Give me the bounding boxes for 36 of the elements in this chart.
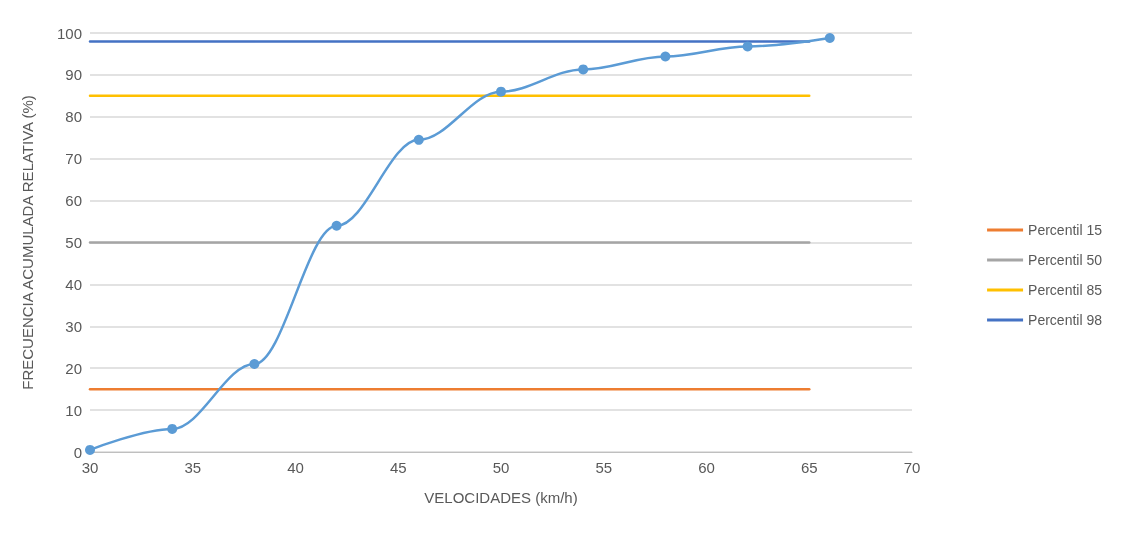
point — [742, 41, 753, 52]
point — [496, 86, 506, 97]
point — [578, 64, 589, 75]
y-tick-label: 80 — [65, 108, 82, 126]
point — [167, 423, 178, 434]
y-tick-label: 30 — [65, 317, 82, 335]
x-tick-label: 65 — [800, 459, 818, 476]
y-tick-label: 0 — [73, 443, 82, 461]
y-axis-title: FRECUENCIA ACUMULADA RELATIVA (%) — [19, 95, 36, 390]
y-tick-label: 70 — [65, 150, 82, 168]
point — [824, 33, 835, 44]
x-axis-title: VELOCIDADES (km/h) — [424, 489, 578, 506]
y-tick-label: 90 — [65, 66, 82, 84]
x-tick-label: 30 — [81, 459, 99, 476]
x-tick-label: 70 — [903, 459, 921, 476]
x-tick-label: 50 — [492, 459, 510, 476]
y-tick-label: 60 — [65, 192, 82, 210]
legend-label: Percentil 50 — [1028, 252, 1103, 268]
y-tick-label: 10 — [65, 401, 82, 419]
y-tick-label: 40 — [65, 275, 82, 293]
x-tick-label: 40 — [287, 459, 304, 476]
point — [85, 444, 95, 455]
y-tick-label: 100 — [56, 24, 82, 42]
x-tick-label: 60 — [698, 459, 715, 476]
y-tick-label: 50 — [65, 234, 82, 251]
legend-label: Percentil 15 — [1028, 222, 1103, 238]
y-tick-label: 20 — [65, 359, 82, 377]
legend-label: Percentil 98 — [1028, 312, 1103, 328]
x-tick-label: 45 — [389, 459, 407, 476]
point — [413, 134, 424, 145]
x-tick-label: 55 — [595, 459, 613, 476]
x-tick-label: 35 — [184, 459, 202, 476]
point — [249, 359, 260, 370]
point — [331, 220, 342, 231]
point — [660, 51, 671, 62]
legend-label: Percentil 85 — [1028, 282, 1103, 298]
